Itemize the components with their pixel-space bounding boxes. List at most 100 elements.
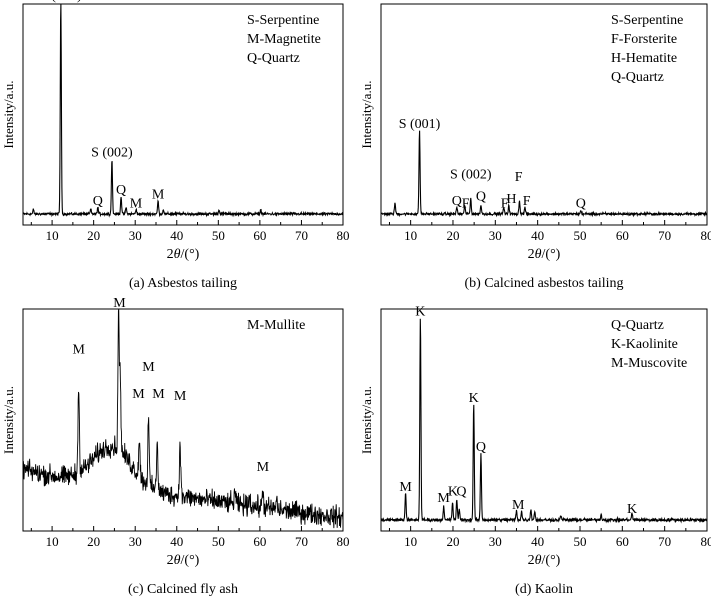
legend-entry: Q-Quartz bbox=[611, 318, 664, 333]
peak-label: M bbox=[437, 491, 450, 506]
legend-entry: M-Mullite bbox=[247, 318, 305, 333]
x-tick-label: 60 bbox=[616, 228, 629, 243]
x-tick-label: 60 bbox=[253, 534, 266, 549]
peak-label: Q bbox=[116, 183, 126, 198]
legend-entry: H-Hematite bbox=[611, 51, 677, 66]
x-tick-label: 60 bbox=[616, 534, 629, 549]
x-tick-label: 30 bbox=[489, 228, 502, 243]
x-axis-label: 2θ/(°) bbox=[167, 553, 200, 568]
x-axis-label-part: /(°) bbox=[181, 247, 200, 262]
peak-label: S (001) bbox=[40, 0, 82, 4]
x-tick-label: 10 bbox=[404, 228, 417, 243]
xrd-trace bbox=[380, 130, 708, 218]
x-tick-label: 10 bbox=[404, 534, 417, 549]
x-tick-label: 20 bbox=[87, 228, 100, 243]
peak-label: K bbox=[448, 484, 458, 499]
legend-entry: S-Serpentine bbox=[611, 13, 683, 28]
x-axis-label: 2θ/(°) bbox=[528, 553, 561, 568]
x-tick-label: 40 bbox=[170, 228, 183, 243]
x-tick-label: 40 bbox=[170, 534, 183, 549]
peak-label: M bbox=[399, 480, 412, 495]
peak-label: S (002) bbox=[450, 168, 492, 183]
peak-label: M bbox=[152, 187, 165, 202]
peak-label: F bbox=[462, 196, 470, 211]
peak-label: M bbox=[152, 387, 165, 402]
x-tick-label: 70 bbox=[658, 228, 671, 243]
panel-a: 10 20 30 40 50 60 70 80 2θ/(°) Intensity/a.u. (a) … bbox=[1, 0, 350, 291]
x-tick-label: 10 bbox=[46, 534, 59, 549]
x-tick-label: 40 bbox=[531, 534, 544, 549]
legend-entry: M-Magnetite bbox=[247, 32, 321, 47]
xrd-trace bbox=[22, 3, 344, 218]
y-axis-label: Intensity/a.u. bbox=[1, 81, 16, 149]
peak-label: K bbox=[469, 391, 479, 406]
peak-label: K bbox=[627, 502, 637, 517]
legend-entry: K-Kaolinite bbox=[611, 337, 678, 352]
legend-entry: Q-Quartz bbox=[247, 51, 300, 66]
panel-c: 10 20 30 40 50 60 70 80 2θ/(°) Intensity/a.u. (c) … bbox=[1, 296, 350, 597]
x-tick-label: 80 bbox=[337, 534, 350, 549]
peak-label: M bbox=[113, 296, 126, 311]
panel-b: 10 20 30 40 50 60 70 80 2θ/(°) Intensity/a.u. (b) … bbox=[359, 3, 711, 291]
x-tick-label: 60 bbox=[253, 228, 266, 243]
peak-label: M bbox=[174, 389, 187, 404]
peak-label: Q bbox=[456, 484, 466, 499]
x-tick-label: 20 bbox=[87, 534, 100, 549]
x-tick-label: 70 bbox=[658, 534, 671, 549]
legend-entry: S-Serpentine bbox=[247, 13, 319, 28]
panel-caption: (d) Kaolin bbox=[515, 582, 573, 597]
x-axis-label-part: 2 bbox=[167, 247, 174, 262]
panel-caption: (c) Calcined fly ash bbox=[128, 582, 238, 597]
peak-label: M bbox=[72, 342, 85, 357]
x-tick-label: 70 bbox=[295, 228, 308, 243]
x-tick-label: 80 bbox=[337, 228, 350, 243]
x-tick-label: 50 bbox=[573, 228, 586, 243]
x-axis-label: 2θ/(°) bbox=[528, 247, 561, 262]
panel-caption: (b) Calcined asbestos tailing bbox=[464, 276, 623, 291]
x-axis-label-part: θ bbox=[535, 553, 542, 568]
peak-label: M bbox=[257, 460, 270, 475]
x-tick-label: 10 bbox=[46, 228, 59, 243]
peak-label: S (001) bbox=[399, 117, 441, 132]
panel-d: 10 20 30 40 50 60 70 80 2θ/(°) Intensity/a.u. (d) … bbox=[359, 305, 711, 597]
legend-entry: M-Muscovite bbox=[611, 356, 687, 371]
x-tick-label: 40 bbox=[531, 228, 544, 243]
x-tick-label: 70 bbox=[295, 534, 308, 549]
y-axis-label: Intensity/a.u. bbox=[359, 81, 374, 149]
x-tick-label: 20 bbox=[446, 228, 459, 243]
x-axis-label-part: θ bbox=[535, 247, 542, 262]
peak-label: S (002) bbox=[91, 145, 133, 160]
peak-label: M bbox=[142, 360, 155, 375]
xrd-trace bbox=[22, 308, 344, 529]
peak-label: Q bbox=[476, 190, 486, 205]
x-tick-label: 50 bbox=[212, 228, 225, 243]
peak-label: K bbox=[415, 305, 425, 320]
y-axis-label: Intensity/a.u. bbox=[1, 386, 16, 454]
plot-frame bbox=[380, 3, 708, 226]
x-tick-label: 80 bbox=[701, 534, 711, 549]
peak-label: Q bbox=[93, 194, 103, 209]
peak-label: H bbox=[506, 192, 516, 207]
legend-entry: F-Forsterite bbox=[611, 32, 677, 47]
peak-label: Q bbox=[476, 440, 486, 455]
peak-label: F bbox=[501, 196, 509, 211]
x-axis-label-part: θ bbox=[174, 553, 181, 568]
x-axis-label-part: θ bbox=[174, 247, 181, 262]
plot-frame bbox=[22, 308, 344, 532]
x-tick-label: 20 bbox=[446, 534, 459, 549]
x-tick-label: 30 bbox=[129, 534, 142, 549]
peak-label: M bbox=[132, 387, 145, 402]
peak-label: F bbox=[515, 170, 523, 185]
x-axis-label-part: /(°) bbox=[181, 553, 200, 568]
plot-frame bbox=[22, 3, 344, 226]
x-tick-label: 80 bbox=[701, 228, 711, 243]
peak-label: M bbox=[512, 498, 525, 513]
x-tick-label: 50 bbox=[573, 534, 586, 549]
x-axis-label: 2θ/(°) bbox=[167, 247, 200, 262]
x-axis-label-part: /(°) bbox=[542, 553, 561, 568]
x-tick-label: 30 bbox=[129, 228, 142, 243]
x-axis-label-part: 2 bbox=[528, 247, 535, 262]
x-axis-label-part: /(°) bbox=[542, 247, 561, 262]
legend-entry: Q-Quartz bbox=[611, 70, 664, 85]
x-axis-label-part: 2 bbox=[167, 553, 174, 568]
